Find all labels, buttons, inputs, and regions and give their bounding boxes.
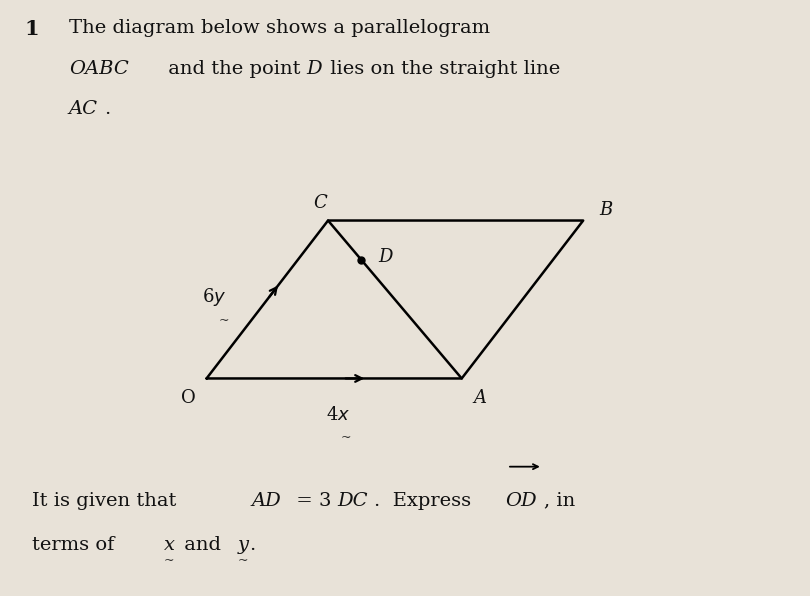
Text: ~: ~ <box>220 314 229 327</box>
Text: y: y <box>237 536 249 554</box>
Text: OD: OD <box>505 492 537 510</box>
Text: D: D <box>306 60 322 77</box>
Text: and: and <box>178 536 228 554</box>
Text: ~: ~ <box>164 554 174 567</box>
Text: and the point: and the point <box>162 60 307 77</box>
Text: 6$\it{y}$: 6$\it{y}$ <box>202 285 227 308</box>
Text: OABC: OABC <box>69 60 129 77</box>
Text: .: . <box>249 536 256 554</box>
Text: , in: , in <box>544 492 576 510</box>
Text: x: x <box>164 536 175 554</box>
Text: B: B <box>599 201 612 219</box>
Text: .: . <box>104 100 110 118</box>
Text: It is given that: It is given that <box>32 492 183 510</box>
Text: The diagram below shows a parallelogram: The diagram below shows a parallelogram <box>69 19 490 37</box>
Text: 1: 1 <box>24 19 39 39</box>
Text: ~: ~ <box>237 554 248 567</box>
Text: lies on the straight line: lies on the straight line <box>324 60 561 77</box>
Text: O: O <box>181 389 196 406</box>
Text: A: A <box>473 389 486 406</box>
Text: C: C <box>313 194 326 212</box>
Text: terms of: terms of <box>32 536 121 554</box>
Text: .  Express: . Express <box>374 492 478 510</box>
Text: ~: ~ <box>341 432 352 445</box>
Text: AC: AC <box>69 100 98 118</box>
Text: DC: DC <box>337 492 368 510</box>
Text: AD: AD <box>251 492 281 510</box>
Text: D: D <box>378 248 393 266</box>
Text: = 3: = 3 <box>290 492 331 510</box>
Text: 4$\it{x}$: 4$\it{x}$ <box>326 406 350 424</box>
